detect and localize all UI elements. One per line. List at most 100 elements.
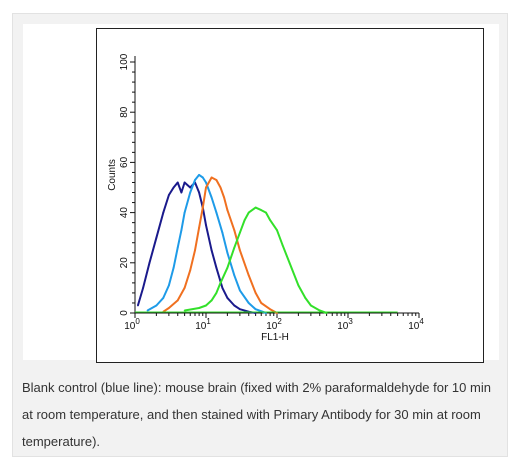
data-point bbox=[205, 186, 207, 189]
data-point bbox=[247, 302, 250, 304]
data-point bbox=[180, 191, 183, 194]
data-point bbox=[205, 304, 207, 307]
data-point bbox=[210, 299, 213, 302]
data-point bbox=[189, 186, 192, 189]
data-point bbox=[162, 211, 165, 214]
data-point bbox=[260, 302, 263, 304]
data-point bbox=[226, 251, 229, 254]
data-point bbox=[148, 261, 151, 264]
data-point bbox=[205, 181, 207, 184]
data-point bbox=[219, 281, 222, 284]
data-point bbox=[210, 196, 213, 199]
data-point bbox=[201, 176, 204, 179]
data-point bbox=[254, 308, 257, 311]
data-point bbox=[215, 211, 218, 214]
data-point bbox=[194, 179, 196, 181]
data-point bbox=[276, 229, 278, 232]
data-point bbox=[226, 297, 229, 299]
x-tick-label: 100 bbox=[124, 317, 140, 332]
figure-card: 0 20 40 60 80 100 100 101 102 103 104 FL1-H Counts B… bbox=[12, 13, 508, 457]
x-axis-title: FL1-H bbox=[261, 332, 289, 343]
figure-box: 0 20 40 60 80 100 100 101 102 103 104 FL1-H Counts bbox=[23, 24, 499, 363]
x-tick-label: 102 bbox=[266, 317, 282, 332]
data-point bbox=[325, 312, 328, 314]
data-point bbox=[238, 289, 241, 292]
data-point bbox=[198, 191, 201, 194]
data-point bbox=[205, 224, 207, 227]
data-point bbox=[221, 287, 224, 289]
data-point bbox=[304, 297, 307, 299]
data-point bbox=[137, 304, 139, 307]
data-point bbox=[276, 312, 278, 314]
data-point bbox=[189, 269, 192, 272]
data-point bbox=[288, 261, 291, 264]
data-point bbox=[238, 249, 241, 252]
y-tick-label: 60 bbox=[119, 156, 130, 168]
data-point bbox=[215, 266, 218, 269]
data-point bbox=[183, 211, 186, 214]
data-point bbox=[198, 174, 201, 176]
data-point bbox=[162, 297, 165, 299]
plot-frame bbox=[96, 28, 484, 363]
x-tick-label: 104 bbox=[408, 317, 424, 332]
x-tick-label: 103 bbox=[337, 317, 353, 332]
y-axis-title: Counts bbox=[107, 159, 118, 191]
figure-caption: Blank control (blue line): mouse brain (… bbox=[22, 380, 491, 449]
y-tick-label: 100 bbox=[119, 53, 130, 70]
data-point bbox=[176, 299, 179, 302]
data-point bbox=[297, 284, 300, 287]
y-tick-label: 80 bbox=[119, 106, 130, 118]
data-point bbox=[269, 308, 272, 311]
data-point bbox=[201, 206, 204, 209]
data-point bbox=[183, 287, 186, 289]
data-point bbox=[238, 231, 241, 234]
data-point bbox=[238, 308, 241, 311]
data-point bbox=[226, 266, 229, 269]
y-tick-label: 0 bbox=[119, 310, 130, 316]
data-point bbox=[180, 229, 183, 232]
y-tick-label: 40 bbox=[119, 207, 130, 219]
data-point bbox=[210, 249, 213, 252]
data-point bbox=[281, 244, 284, 247]
data-point bbox=[233, 246, 236, 249]
data-point bbox=[183, 309, 186, 312]
data-point bbox=[142, 287, 144, 289]
data-point bbox=[269, 219, 272, 222]
data-point bbox=[247, 211, 250, 214]
data-point bbox=[309, 304, 312, 307]
data-point bbox=[233, 274, 236, 277]
histogram-chart: 0 20 40 60 80 100 100 101 102 103 104 FL1-H Counts bbox=[107, 53, 424, 343]
data-point bbox=[210, 176, 213, 179]
data-point bbox=[172, 186, 175, 189]
series-line bbox=[136, 181, 256, 314]
data-point bbox=[176, 181, 179, 184]
data-point bbox=[183, 181, 186, 184]
data-point bbox=[254, 206, 257, 209]
y-tick-label: 20 bbox=[119, 257, 130, 269]
data-point bbox=[219, 186, 222, 189]
data-point bbox=[189, 191, 192, 194]
data-point bbox=[215, 179, 218, 181]
series-line bbox=[147, 173, 267, 314]
data-point bbox=[247, 274, 250, 277]
data-point bbox=[233, 229, 236, 232]
data-point bbox=[198, 307, 201, 309]
data-point bbox=[254, 312, 257, 314]
data-point bbox=[155, 304, 158, 307]
data-point bbox=[265, 312, 267, 314]
data-point bbox=[221, 231, 224, 234]
series-line bbox=[162, 176, 278, 314]
data-point bbox=[260, 209, 263, 211]
data-point bbox=[254, 292, 257, 294]
data-point bbox=[167, 194, 170, 196]
data-point bbox=[243, 219, 246, 222]
data-point bbox=[146, 309, 149, 312]
data-point bbox=[215, 292, 218, 294]
data-point bbox=[226, 209, 229, 211]
data-point bbox=[265, 211, 267, 214]
data-point bbox=[233, 304, 236, 307]
data-point bbox=[223, 196, 226, 199]
data-point bbox=[167, 284, 170, 287]
data-point bbox=[172, 266, 175, 269]
data-point bbox=[155, 236, 158, 239]
